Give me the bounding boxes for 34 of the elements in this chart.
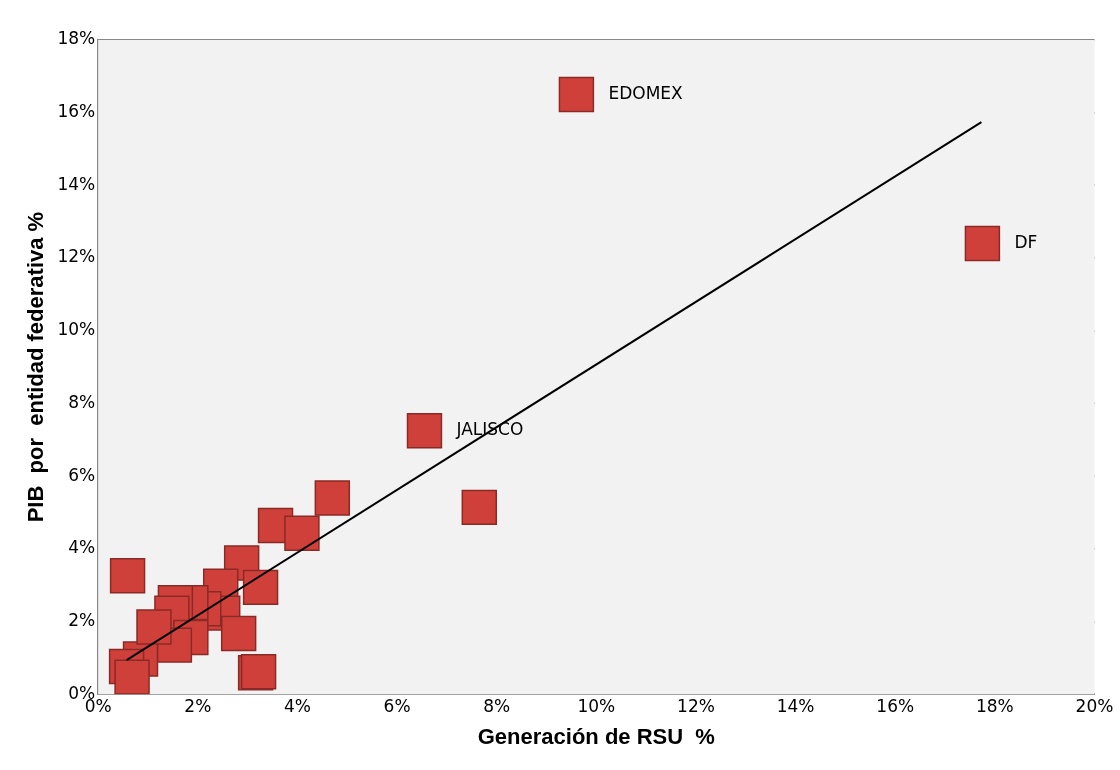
point bbox=[314, 480, 351, 516]
point bbox=[461, 489, 497, 526]
y-tick-label: 12% bbox=[57, 246, 96, 267]
point bbox=[114, 659, 150, 695]
x-tick-label: 4% bbox=[283, 695, 311, 716]
y-tick-label: 8% bbox=[68, 391, 96, 412]
y-tick-label: 2% bbox=[68, 609, 96, 630]
x-tick-label: 6% bbox=[383, 695, 411, 716]
point bbox=[284, 515, 320, 551]
annotation: DF bbox=[1014, 231, 1038, 252]
y-tick-label: 18% bbox=[57, 28, 96, 49]
annotation: EDOMEX bbox=[608, 82, 684, 103]
x-tick-label: 12% bbox=[677, 695, 715, 716]
y-tick-label: 16% bbox=[57, 101, 96, 122]
x-tick-label: 2% bbox=[184, 695, 212, 716]
x-tick-label: 20% bbox=[1075, 695, 1114, 716]
point bbox=[242, 569, 279, 606]
y-tick-label: 10% bbox=[57, 319, 96, 340]
y-tick-label: 4% bbox=[68, 537, 96, 558]
x-tick-label: 18% bbox=[975, 695, 1014, 716]
x-tick-label: 16% bbox=[876, 695, 915, 716]
y-tick-label: 14% bbox=[57, 173, 96, 194]
y-axis-title: PIB por entidad federativa % bbox=[23, 211, 49, 523]
x-tick-label: 14% bbox=[776, 695, 815, 716]
y-tick-label: 6% bbox=[68, 464, 96, 485]
x-tick-label: 10% bbox=[577, 695, 616, 716]
point bbox=[109, 558, 146, 594]
x-axis-title: Generación de RSU % bbox=[477, 723, 715, 749]
point bbox=[406, 412, 443, 449]
point bbox=[136, 609, 172, 645]
x-tick-label: 8% bbox=[483, 695, 511, 716]
point bbox=[558, 76, 595, 113]
point bbox=[964, 225, 1001, 262]
point bbox=[220, 615, 257, 652]
